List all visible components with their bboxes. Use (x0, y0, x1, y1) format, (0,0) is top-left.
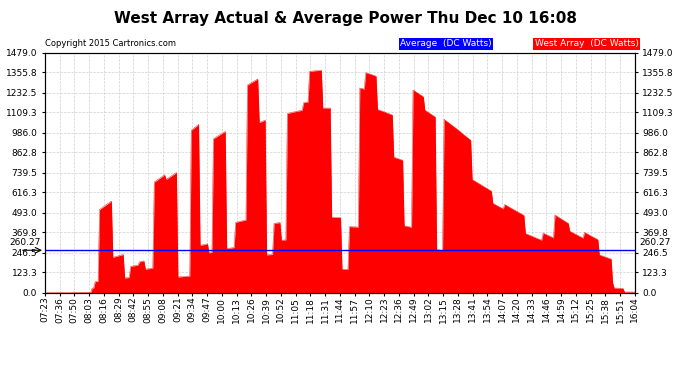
Text: West Array Actual & Average Power Thu Dec 10 16:08: West Array Actual & Average Power Thu De… (113, 11, 577, 26)
Text: West Array  (DC Watts): West Array (DC Watts) (535, 39, 639, 48)
Text: 260.27: 260.27 (9, 238, 41, 248)
Text: Average  (DC Watts): Average (DC Watts) (400, 39, 492, 48)
Text: 260.27: 260.27 (639, 238, 671, 248)
Text: Copyright 2015 Cartronics.com: Copyright 2015 Cartronics.com (45, 39, 176, 48)
